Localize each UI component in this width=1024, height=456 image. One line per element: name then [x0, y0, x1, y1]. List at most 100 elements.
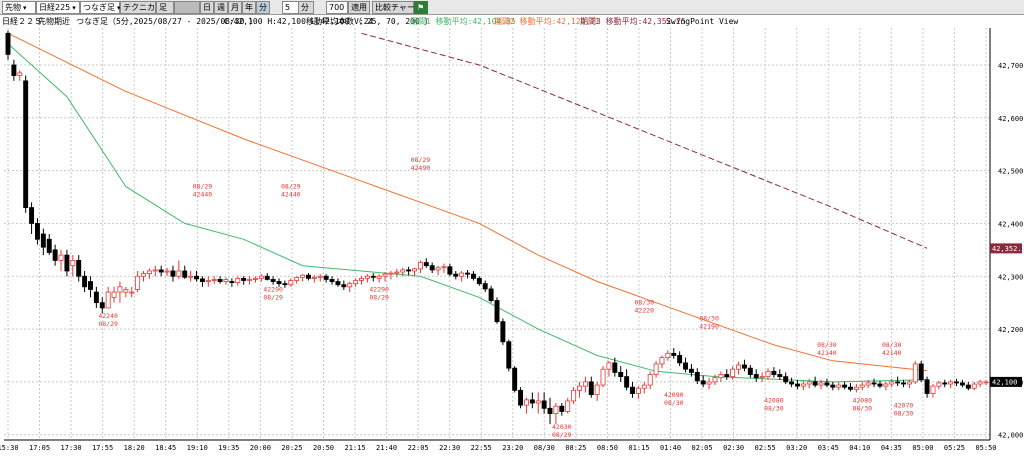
- swing-label: 42190: [699, 322, 719, 330]
- last-price-tag: [990, 376, 1022, 387]
- x-tick-label: 15:30: [0, 444, 19, 452]
- x-axis: 15:30 17:05 17:30 17:55 18:20 18:45 19:10 19:35…: [0, 444, 997, 452]
- candle-body: [859, 384, 865, 388]
- candle-body: [653, 363, 659, 375]
- swing-label: 42070: [894, 402, 914, 410]
- candle-body: [971, 383, 977, 389]
- candle-body: [435, 267, 441, 271]
- count-input[interactable]: 700: [326, 1, 348, 14]
- ma-line: [361, 32, 928, 249]
- swing-label: 08/30: [882, 341, 902, 349]
- period-unit-button[interactable]: 分: [298, 1, 314, 14]
- x-tick-label: 17:30: [61, 444, 82, 452]
- x-tick-label: 19:35: [218, 444, 239, 452]
- candle-body: [347, 283, 353, 288]
- compare-chart-button[interactable]: 比較チャート: [372, 1, 423, 14]
- product-select[interactable]: 先物: [2, 1, 36, 14]
- swing-label: 08/30: [664, 399, 684, 407]
- swing-label: 42290: [369, 286, 389, 294]
- candle-body: [624, 376, 630, 388]
- candle-body: [111, 291, 117, 298]
- flag-icon[interactable]: ⚑: [414, 1, 428, 14]
- candle-body: [276, 281, 282, 285]
- candle-body: [783, 376, 789, 383]
- x-tick-label: 02:55: [755, 444, 776, 452]
- moving-averages: [7, 32, 928, 383]
- candle-body: [453, 273, 459, 277]
- candle-body: [164, 270, 170, 273]
- candle-body: [665, 352, 671, 358]
- technical-button[interactable]: テクニカル: [120, 1, 163, 14]
- candle-body: [335, 281, 341, 286]
- candle-body: [270, 279, 276, 282]
- x-tick-label: 08:50: [597, 444, 618, 452]
- y-tick-label: 42,000: [998, 432, 1023, 440]
- candle-body: [306, 274, 311, 279]
- week-button[interactable]: 週: [214, 1, 228, 14]
- day-button[interactable]: 日: [200, 1, 214, 14]
- candle-body: [512, 367, 518, 391]
- candle-body: [317, 275, 323, 278]
- swing-label: 08/30: [699, 314, 719, 322]
- x-tick-label: 03:45: [818, 444, 839, 452]
- swing-label: 08/30: [894, 410, 914, 418]
- candle-body: [394, 271, 400, 274]
- candle-body: [146, 270, 152, 275]
- x-tick-label: 05:00: [912, 444, 933, 452]
- swing-label: 08/29: [411, 156, 431, 164]
- candle-body: [406, 269, 412, 272]
- chain-label: つなぎ足（5分,2025/08/27 - 2025/08/30 ）: [76, 16, 257, 26]
- swing-label: 42140: [882, 349, 902, 357]
- candle-body: [264, 275, 270, 280]
- candle-body: [906, 381, 912, 385]
- chart-info-line: 日経２２５ 先物期近 つなぎ足（5分,2025/08/27 - 2025/08/…: [2, 16, 738, 26]
- candle-body: [217, 279, 223, 282]
- candle-body: [417, 262, 423, 270]
- candle-body: [812, 381, 818, 386]
- swing-label: 08/30: [817, 341, 837, 349]
- x-tick-label: 04:10: [849, 444, 870, 452]
- candle-body: [848, 386, 853, 390]
- candle-body: [942, 382, 948, 385]
- candle-body: [753, 374, 759, 379]
- x-tick-label: 01:40: [660, 444, 681, 452]
- bar-type-button[interactable]: 足: [156, 1, 174, 14]
- year-button[interactable]: 年: [242, 1, 256, 14]
- candle-body: [724, 374, 730, 378]
- candle-body: [117, 286, 123, 293]
- chart-mode-select[interactable]: つなぎ足: [80, 1, 120, 14]
- x-tick-label: 22:30: [439, 444, 460, 452]
- swing-label: 42290: [263, 286, 283, 294]
- candle-body: [930, 385, 936, 394]
- candle-body: [64, 254, 70, 272]
- candle-body: [205, 280, 211, 282]
- candle-body: [152, 269, 158, 272]
- candle-body: [736, 364, 742, 370]
- x-tick-label: 05:50: [975, 444, 996, 452]
- swing-points: 4224008/2908/29424404229008/2908/2942440…: [98, 156, 913, 439]
- apply-button[interactable]: 適用: [348, 1, 370, 14]
- x-tick-label: 03:20: [786, 444, 807, 452]
- x-tick-label: 04:35: [881, 444, 902, 452]
- month-button[interactable]: 月: [228, 1, 242, 14]
- candle-body: [789, 381, 795, 385]
- candle-body: [771, 370, 777, 375]
- y-tick-label: 42,300: [998, 273, 1023, 281]
- y-tick-label: 42,400: [998, 220, 1023, 228]
- candle-body: [741, 364, 747, 369]
- candle-body: [34, 223, 40, 240]
- index-select[interactable]: 日経225: [36, 1, 80, 14]
- swing-label: 42090: [664, 391, 684, 399]
- candle-body: [529, 399, 535, 404]
- candle-body: [476, 277, 482, 285]
- candle-body: [70, 260, 76, 267]
- candle-body: [688, 368, 694, 373]
- x-tick-label: 19:10: [187, 444, 208, 452]
- candle-body: [500, 321, 506, 343]
- candle-body: [447, 266, 453, 275]
- minute-button[interactable]: 分: [256, 1, 270, 14]
- candle-body: [141, 273, 146, 277]
- candle-body: [11, 64, 17, 76]
- candle-body: [82, 275, 88, 288]
- swing-label: 08/30: [635, 299, 655, 307]
